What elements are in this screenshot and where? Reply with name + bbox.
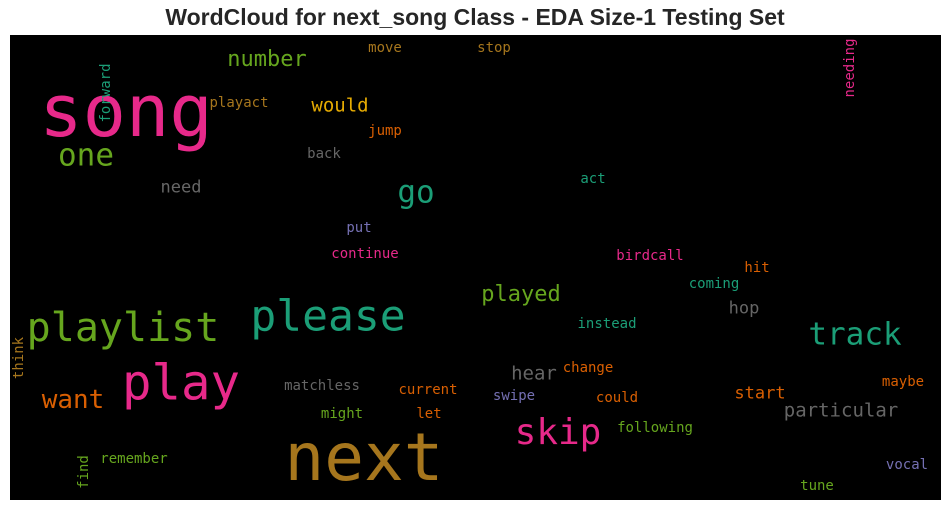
word-start: start (734, 383, 786, 404)
word-played: played (481, 282, 561, 307)
word-play: play (121, 354, 241, 412)
word-particular: particular (783, 399, 899, 422)
word-playlist: playlist (26, 305, 220, 351)
word-remember: remember (100, 451, 168, 467)
word-think: think (11, 336, 27, 380)
word-continue: continue (331, 246, 399, 262)
word-change: change (562, 360, 614, 376)
word-hear: hear (511, 362, 557, 385)
word-go: go (397, 174, 435, 211)
word-forward: forward (98, 63, 114, 123)
word-matchless: matchless (284, 378, 360, 394)
word-birdcall: birdcall (616, 248, 684, 264)
word-find: find (76, 455, 92, 489)
word-hop: hop (728, 298, 760, 319)
word-instead: instead (577, 316, 637, 332)
word-need: need (160, 177, 202, 198)
word-swipe: swipe (492, 388, 536, 404)
word-let: let (416, 406, 442, 422)
word-put: put (346, 220, 372, 236)
word-skip: skip (514, 412, 602, 453)
word-act: act (580, 171, 606, 187)
word-maybe: maybe (881, 374, 925, 390)
word-would: would (311, 94, 369, 117)
chart-title: WordCloud for next_song Class - EDA Size… (165, 4, 785, 30)
word-stop: stop (477, 40, 511, 56)
word-might: might (320, 406, 364, 422)
word-needing: needing (842, 38, 858, 98)
word-back: back (307, 146, 341, 162)
wordcloud-canvas: song next play please playlist skip track one go… (10, 35, 941, 500)
word-number: number (227, 47, 307, 72)
word-song: song (39, 69, 213, 153)
word-want: want (41, 385, 105, 415)
word-following: following (617, 420, 693, 436)
word-playact: playact (209, 95, 269, 111)
word-current: current (398, 382, 458, 398)
word-one: one (58, 137, 114, 174)
word-vocal: vocal (885, 457, 929, 473)
word-hit: hit (744, 260, 770, 276)
word-could: could (595, 390, 639, 406)
word-please: please (250, 291, 406, 342)
word-tune: tune (800, 478, 834, 494)
word-track: track (808, 316, 902, 353)
word-coming: coming (688, 276, 740, 292)
word-jump: jump (368, 123, 402, 139)
word-move: move (368, 40, 402, 56)
word-next: next (284, 419, 444, 496)
